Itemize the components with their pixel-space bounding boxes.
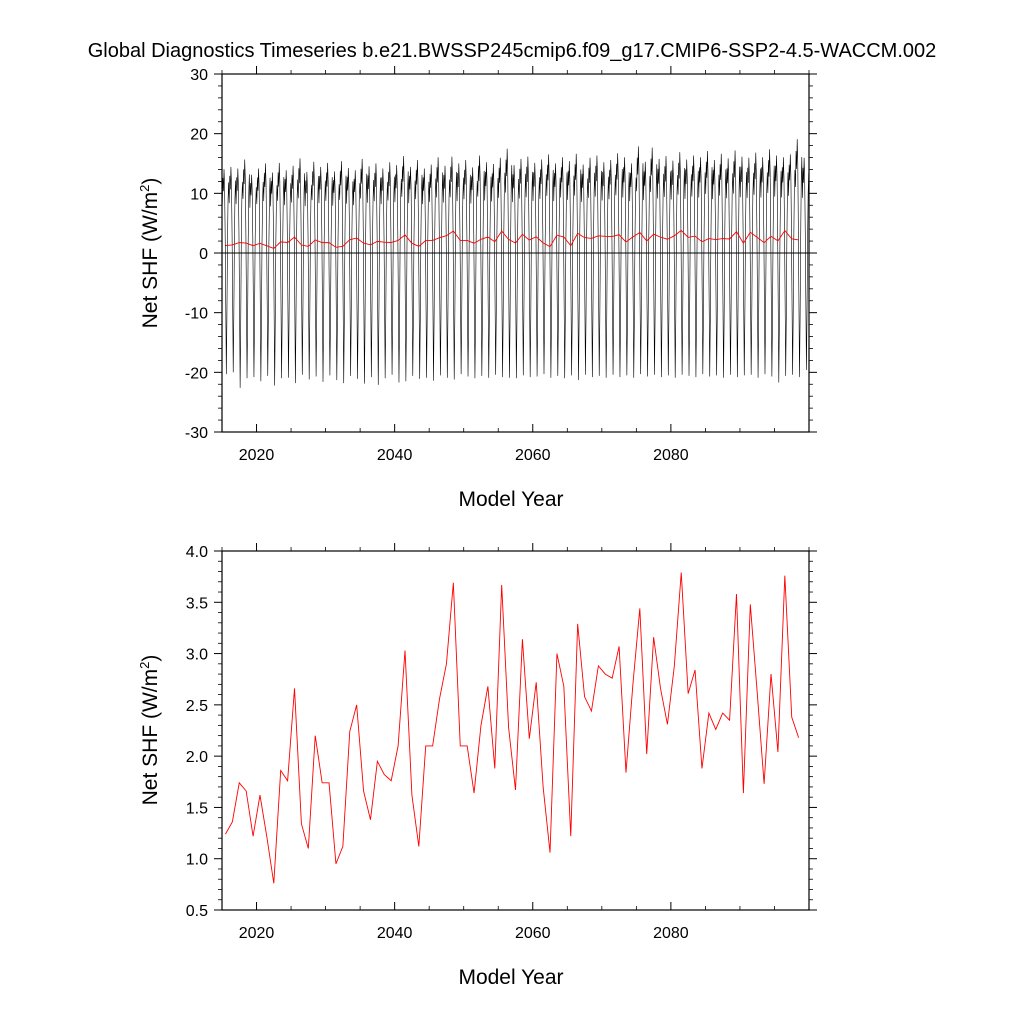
- bottom-x-tick-label: 2060: [515, 925, 551, 942]
- bottom-y-tick-label: 1.5: [186, 800, 208, 817]
- top-x-axis-label: Model Year: [458, 488, 563, 511]
- top-axes: 2020 2040 2060 2080 -30 -20 -10 0 10 20 30: [185, 66, 817, 464]
- top-x-tick-label: 2060: [515, 447, 551, 464]
- top-x-tick-label: 2040: [377, 447, 413, 464]
- bottom-annual-mean-line: [225, 572, 800, 884]
- bottom-y-tick-label: 1.0: [186, 852, 208, 869]
- bottom-y-tick-label: 0.5: [186, 903, 208, 920]
- bottom-y-tick-label: 4.0: [186, 544, 208, 561]
- top-y-tick-label: 20: [190, 127, 208, 144]
- bottom-y-axis-label-close: ): [139, 655, 162, 662]
- bottom-axes: 2020 2040 2060 2080 0.5 1.0 1.5 2.0 2.5 3.0 3.5 4.0: [186, 543, 817, 942]
- top-y-tick-label: -30: [185, 425, 208, 442]
- bottom-y-tick-label: 3.0: [186, 647, 208, 664]
- top-y-axis-label-sup: 2: [137, 185, 152, 192]
- bottom-x-tick-label: 2080: [653, 925, 689, 942]
- top-y-tick-label: 0: [199, 246, 208, 263]
- top-annual-mean-line: [225, 229, 799, 249]
- bottom-plot-frame: [221, 550, 810, 911]
- bottom-y-axis-label-main: Net SHF (W/m: [139, 669, 162, 806]
- bottom-y-tick-label: 3.5: [186, 595, 208, 612]
- top-monthly-line: [221, 139, 810, 388]
- top-series-group: [221, 139, 810, 388]
- bottom-panel: 2020 2040 2060 2080 0.5 1.0 1.5 2.0 2.5 3.0 3.5 4.0…: [137, 543, 817, 989]
- bottom-y-tick-label: 2.0: [186, 749, 208, 766]
- top-y-tick-label: 10: [190, 186, 208, 203]
- bottom-y-tick-label: 2.5: [186, 698, 208, 715]
- bottom-series-group: [225, 572, 800, 884]
- figure-title: Global Diagnostics Timeseries b.e21.BWSS…: [88, 40, 937, 62]
- top-y-axis-label-close: ): [139, 178, 162, 185]
- top-x-tick-label: 2080: [653, 447, 689, 464]
- top-y-axis-label: Net SHF (W/m2): [137, 178, 162, 329]
- top-y-tick-label: -10: [185, 306, 208, 323]
- bottom-x-tick-label: 2040: [377, 925, 413, 942]
- top-x-tick-label: 2020: [239, 447, 275, 464]
- top-y-axis-label-main: Net SHF (W/m: [139, 192, 162, 329]
- top-panel: 2020 2040 2060 2080 -30 -20 -10 0 10 20 30 Model Y…: [137, 66, 817, 511]
- top-y-tick-label: -20: [185, 365, 208, 382]
- bottom-y-axis-label: Net SHF (W/m2): [137, 655, 162, 806]
- top-y-tick-label: 30: [190, 67, 208, 84]
- bottom-x-tick-label: 2020: [239, 925, 275, 942]
- bottom-y-axis-label-sup: 2: [137, 662, 152, 669]
- bottom-x-axis-label: Model Year: [458, 966, 563, 989]
